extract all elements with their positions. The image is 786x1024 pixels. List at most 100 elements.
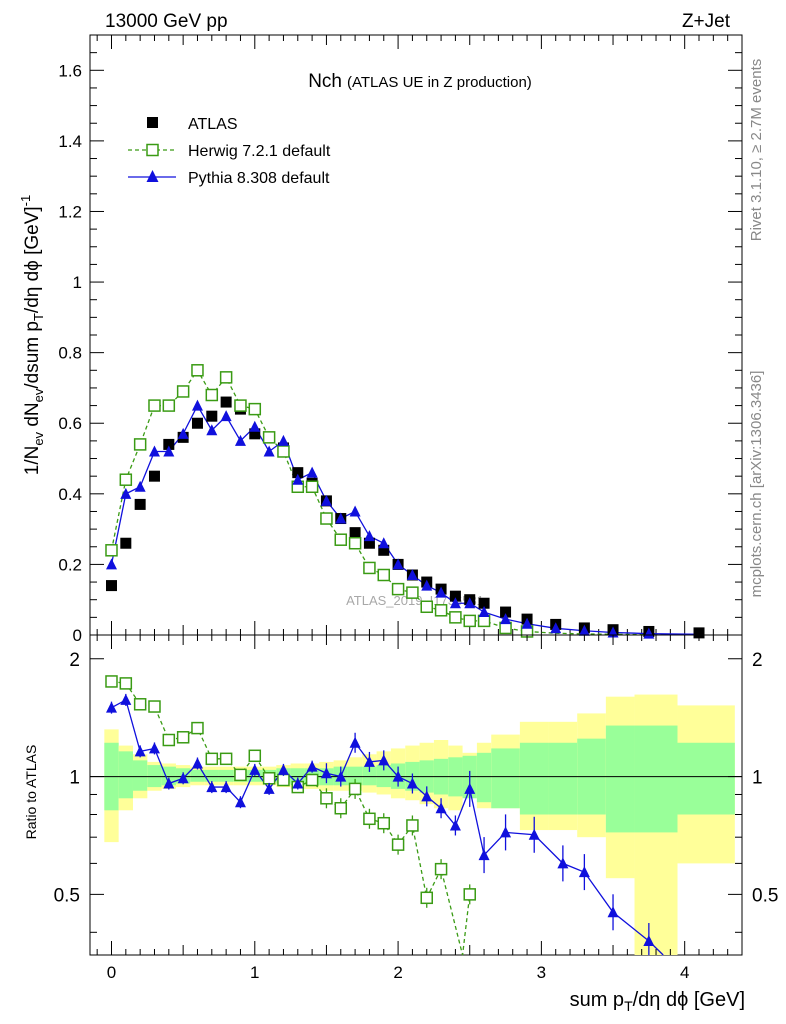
ratio-inner-band: [190, 769, 205, 782]
herwig-point: [262, 431, 276, 444]
atlas-point: [120, 537, 132, 549]
pythia-point: [378, 537, 390, 549]
x-tick-label: 1: [250, 963, 259, 982]
pythia-point: [550, 622, 562, 634]
herwig-ratio-point: [191, 721, 204, 735]
herwig-point: [219, 371, 233, 384]
pythia-point: [320, 494, 332, 506]
plot-title: Nch (ATLAS UE in Z production): [308, 71, 532, 92]
herwig-point: [105, 544, 118, 557]
pythia-ratio-line: [111, 698, 664, 956]
pythia-point: [464, 597, 476, 609]
pythia-ratio-point: [406, 777, 418, 789]
atlas-point: [220, 396, 232, 408]
legend-atlas-marker: [147, 117, 158, 128]
pythia-point: [134, 480, 146, 492]
pythia-point: [306, 466, 318, 478]
rivet-version-label: Rivet 3.1.10, ≥ 2.7M events: [748, 59, 765, 242]
y-tick-label: 0.4: [58, 485, 82, 504]
pythia-ratio-point: [363, 755, 375, 767]
pythia-ratio-point: [220, 781, 232, 793]
y-tick-label: 0.2: [58, 555, 82, 574]
x-tick-label: 0: [107, 963, 116, 982]
legend-pythia-marker: [146, 170, 159, 182]
atlas-point: [449, 590, 461, 602]
pythia-ratio-point: [292, 777, 304, 789]
mcplots-label: mcplots.cern.ch [arXiv:1306.3436]: [748, 371, 765, 598]
ratio-data-marks: [105, 675, 664, 956]
pythia-ratio-point: [163, 777, 175, 789]
pythia-ratio-point: [105, 701, 117, 713]
y-tick-label: 1.6: [58, 61, 82, 80]
atlas-point: [191, 417, 203, 429]
main-y-tick-labels: 0 0.2 0.4 0.6 0.8 1 1.2 1.4 1.6: [58, 61, 82, 645]
atlas-point: [363, 537, 375, 549]
pythia-ratio-point: [249, 763, 261, 775]
pythia-point: [220, 410, 232, 422]
pythia-point: [234, 434, 246, 446]
pythia-point: [148, 445, 160, 457]
ratio-inner-band: [362, 766, 377, 786]
pythia-ratio-point: [378, 754, 390, 766]
herwig-ratio-point: [377, 816, 391, 830]
herwig-ratio-point: [277, 773, 290, 787]
herwig-ratio-line: [111, 680, 471, 956]
pythia-ratio-point: [134, 745, 146, 757]
pythia-ratio-point: [277, 763, 289, 775]
herwig-ratio-point: [119, 677, 133, 690]
ratio-inner-band: [476, 752, 492, 803]
atlas-point: [134, 498, 146, 510]
herwig-point: [148, 399, 161, 412]
ratio-y-axis-label: Ratio to ATLAS: [23, 745, 39, 840]
watermark: ATLAS_2019_I1736531: [346, 593, 484, 608]
herwig-ratio-point: [205, 752, 219, 766]
atlas-point: [349, 527, 361, 539]
pythia-ratio-point: [191, 757, 203, 769]
pythia-point: [643, 627, 655, 639]
atlas-point: [292, 467, 304, 479]
x-tick-label: 3: [537, 963, 546, 982]
herwig-point: [434, 604, 448, 617]
pythia-point: [449, 597, 461, 609]
y-tick-label: 0: [73, 626, 82, 645]
herwig-ratio-point: [463, 888, 476, 901]
atlas-point: [478, 597, 490, 609]
ratio-inner-band: [204, 769, 219, 782]
ratio-inner-band: [132, 760, 148, 791]
pythia-point: [349, 505, 361, 517]
ratio-inner-band: [491, 748, 520, 809]
ratio-inner-band: [218, 769, 234, 782]
atlas-point: [105, 580, 117, 592]
pythia-point: [105, 558, 117, 570]
pythia-ratio-point: [464, 782, 476, 794]
pythia-ratio-point: [435, 802, 447, 814]
herwig-point: [119, 473, 133, 486]
pythia-point: [478, 606, 490, 618]
ratio-inner-band: [519, 742, 549, 815]
herwig-point: [363, 561, 376, 575]
herwig-point: [248, 402, 262, 416]
herwig-ratio-point: [420, 891, 433, 905]
atlas-point: [378, 544, 390, 556]
atlas-point: [693, 627, 705, 639]
herwig-ratio-point: [363, 812, 376, 826]
herwig-ratio-point: [234, 768, 247, 782]
pythia-ratio-point: [177, 772, 189, 784]
ratio-inner-band: [548, 742, 578, 815]
herwig-ratio-point: [391, 838, 405, 851]
pythia-point: [206, 424, 218, 436]
herwig-ratio-point: [176, 731, 190, 744]
pythia-ratio-point: [306, 760, 318, 772]
pythia-ratio-point: [607, 906, 619, 918]
herwig-point: [377, 568, 391, 582]
pythia-ratio-point: [500, 826, 512, 838]
pythia-ratio-point: [349, 736, 361, 748]
herwig-point: [334, 533, 348, 546]
pythia-line: [110, 404, 700, 635]
herwig-point: [420, 600, 433, 614]
herwig-ratio-point: [148, 700, 161, 713]
herwig-ratio-point: [406, 819, 419, 832]
herwig-point: [176, 385, 190, 398]
ratio-y-tick-label-right: 1: [752, 768, 763, 789]
ratio-y-tick-label: 2: [69, 650, 80, 671]
